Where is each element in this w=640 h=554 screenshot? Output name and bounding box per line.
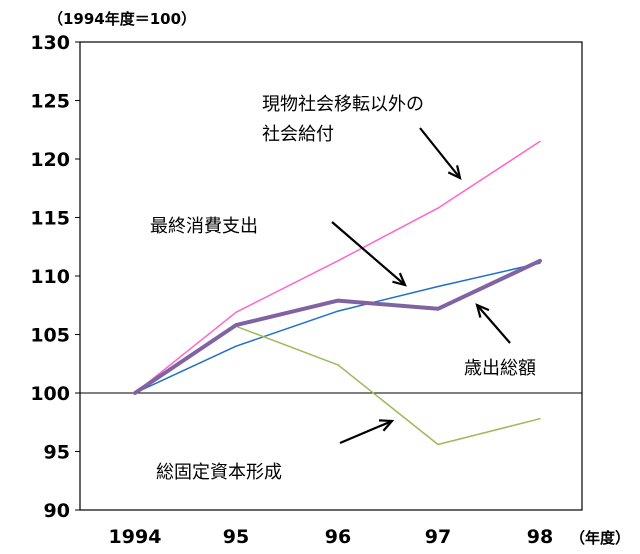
annotation-arrow-shaft <box>419 127 461 179</box>
annotation-label: 最終消費支出 <box>150 216 258 237</box>
annotation-arrow-shaft <box>331 221 406 286</box>
y-tick-label: 120 <box>30 149 70 171</box>
annotation-label: 社会給付 <box>262 124 334 145</box>
annotation-label: 総固定資本形成 <box>156 462 282 483</box>
annotation-arrow-head <box>392 272 407 287</box>
annotation-arrow-head <box>378 419 395 432</box>
y-tick-label: 105 <box>30 325 70 347</box>
x-tick-label: 95 <box>223 526 249 548</box>
y-tick-label: 130 <box>30 32 70 54</box>
y-tick-label: 115 <box>30 208 70 230</box>
y-tick-label: 95 <box>44 442 70 464</box>
series-line <box>134 140 541 394</box>
plot-area: 90 95 100 105 110 115 120 125 130 1994 95 96 97 98 現物社… <box>30 32 583 548</box>
y-unit-label: （1994年度＝100） <box>48 10 196 28</box>
annotation-arrow-shaft <box>476 304 511 344</box>
y-tick-label: 110 <box>30 266 70 288</box>
x-tick-label: 97 <box>425 526 451 548</box>
x-tick-label: 1994 <box>109 526 162 548</box>
y-tick-label: 100 <box>30 383 70 405</box>
annotation-label: 歳出総額 <box>464 358 536 379</box>
y-tick-label: 90 <box>44 500 70 522</box>
x-tick-label: 98 <box>527 526 553 548</box>
annotation-arrow-head <box>447 165 462 180</box>
annotation-arrow-shaft <box>339 419 393 445</box>
x-unit-label: （年度） <box>570 529 630 547</box>
y-tick-label: 125 <box>30 91 70 113</box>
annotation-arrow-head <box>475 303 490 318</box>
series-line <box>134 262 541 394</box>
annotation-label: 現物社会移転以外の <box>262 94 424 115</box>
series-line <box>133 258 542 395</box>
x-tick-label: 96 <box>325 526 351 548</box>
